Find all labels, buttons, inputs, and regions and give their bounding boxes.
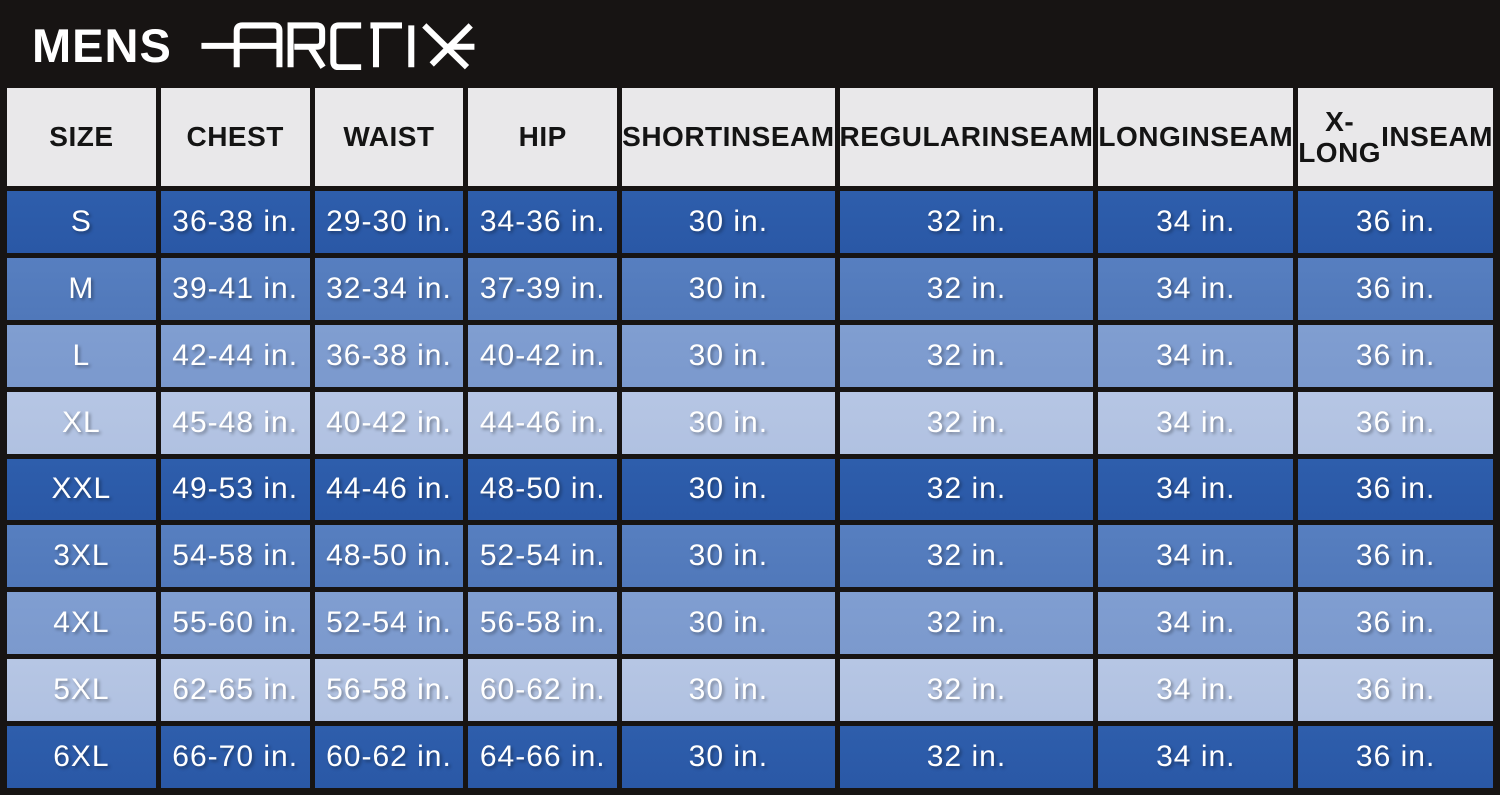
cell-5xl-waist: 56-58 in. bbox=[314, 659, 464, 722]
arctix-logo-svg bbox=[201, 22, 475, 70]
column-header-x-long-inseam: X-LONG INSEAM bbox=[1298, 88, 1493, 186]
cell-4xl-size: 4XL bbox=[7, 592, 156, 655]
cell-l-x-long-inseam: 36 in. bbox=[1298, 324, 1493, 387]
cell-5xl-short-inseam: 30 in. bbox=[622, 659, 835, 722]
arctix-logo bbox=[198, 18, 476, 70]
cell-s-short-inseam: 30 in. bbox=[622, 191, 835, 253]
cell-l-regular-inseam: 32 in. bbox=[839, 324, 1094, 387]
cell-3xl-long-inseam: 34 in. bbox=[1098, 525, 1294, 588]
brand-prefix-text: MENS bbox=[32, 18, 172, 72]
cell-5xl-size: 5XL bbox=[7, 659, 156, 722]
cell-3xl-regular-inseam: 32 in. bbox=[839, 525, 1094, 588]
cell-m-x-long-inseam: 36 in. bbox=[1298, 257, 1493, 320]
cell-xxl-waist: 44-46 in. bbox=[314, 458, 464, 521]
cell-xxl-size: XXL bbox=[7, 458, 156, 521]
cell-3xl-short-inseam: 30 in. bbox=[622, 525, 835, 588]
cell-l-waist: 36-38 in. bbox=[314, 324, 464, 387]
cell-3xl-size: 3XL bbox=[7, 525, 156, 588]
column-header-size: SIZE bbox=[7, 88, 156, 186]
cell-4xl-long-inseam: 34 in. bbox=[1098, 592, 1294, 655]
cell-l-size: L bbox=[7, 324, 156, 387]
column-header-hip: HIP bbox=[468, 88, 618, 186]
cell-3xl-chest: 54-58 in. bbox=[160, 525, 310, 588]
cell-s-x-long-inseam: 36 in. bbox=[1298, 191, 1493, 253]
column-header-waist: WAIST bbox=[314, 88, 464, 186]
table-frame: SIZE CHEST WAIST HIP SHORT INSEAM REGULAR INSEA… bbox=[0, 88, 1500, 795]
cell-6xl-long-inseam: 34 in. bbox=[1098, 726, 1294, 788]
cell-xl-waist: 40-42 in. bbox=[314, 391, 464, 454]
cell-6xl-x-long-inseam: 36 in. bbox=[1298, 726, 1493, 788]
cell-xxl-hip: 48-50 in. bbox=[468, 458, 618, 521]
cell-s-waist: 29-30 in. bbox=[314, 191, 464, 253]
cell-s-hip: 34-36 in. bbox=[468, 191, 618, 253]
cell-xxl-short-inseam: 30 in. bbox=[622, 458, 835, 521]
cell-s-size: S bbox=[7, 191, 156, 253]
cell-xxl-long-inseam: 34 in. bbox=[1098, 458, 1294, 521]
cell-m-short-inseam: 30 in. bbox=[622, 257, 835, 320]
cell-6xl-size: 6XL bbox=[7, 726, 156, 788]
cell-3xl-hip: 52-54 in. bbox=[468, 525, 618, 588]
cell-l-chest: 42-44 in. bbox=[160, 324, 310, 387]
cell-4xl-x-long-inseam: 36 in. bbox=[1298, 592, 1493, 655]
cell-l-short-inseam: 30 in. bbox=[622, 324, 835, 387]
column-header-long-inseam: LONG INSEAM bbox=[1098, 88, 1294, 186]
cell-5xl-chest: 62-65 in. bbox=[160, 659, 310, 722]
cell-5xl-hip: 60-62 in. bbox=[468, 659, 618, 722]
cell-xxl-chest: 49-53 in. bbox=[160, 458, 310, 521]
cell-6xl-short-inseam: 30 in. bbox=[622, 726, 835, 788]
cell-6xl-hip: 64-66 in. bbox=[468, 726, 618, 788]
column-header-regular-inseam: REGULAR INSEAM bbox=[839, 88, 1094, 186]
cell-xl-short-inseam: 30 in. bbox=[622, 391, 835, 454]
cell-5xl-regular-inseam: 32 in. bbox=[839, 659, 1094, 722]
cell-m-waist: 32-34 in. bbox=[314, 257, 464, 320]
cell-xxl-x-long-inseam: 36 in. bbox=[1298, 458, 1493, 521]
cell-m-size: M bbox=[7, 257, 156, 320]
column-header-short-inseam: SHORT INSEAM bbox=[622, 88, 835, 186]
cell-m-hip: 37-39 in. bbox=[468, 257, 618, 320]
cell-xxl-regular-inseam: 32 in. bbox=[839, 458, 1094, 521]
cell-6xl-waist: 60-62 in. bbox=[314, 726, 464, 788]
size-table: SIZE CHEST WAIST HIP SHORT INSEAM REGULAR INSEA… bbox=[7, 88, 1493, 788]
cell-4xl-waist: 52-54 in. bbox=[314, 592, 464, 655]
cell-3xl-waist: 48-50 in. bbox=[314, 525, 464, 588]
cell-s-regular-inseam: 32 in. bbox=[839, 191, 1094, 253]
brand-banner: MENS bbox=[0, 0, 1500, 88]
cell-5xl-long-inseam: 34 in. bbox=[1098, 659, 1294, 722]
cell-xl-hip: 44-46 in. bbox=[468, 391, 618, 454]
cell-4xl-regular-inseam: 32 in. bbox=[839, 592, 1094, 655]
cell-l-hip: 40-42 in. bbox=[468, 324, 618, 387]
cell-m-long-inseam: 34 in. bbox=[1098, 257, 1294, 320]
cell-5xl-x-long-inseam: 36 in. bbox=[1298, 659, 1493, 722]
cell-m-regular-inseam: 32 in. bbox=[839, 257, 1094, 320]
cell-4xl-short-inseam: 30 in. bbox=[622, 592, 835, 655]
cell-xl-regular-inseam: 32 in. bbox=[839, 391, 1094, 454]
cell-4xl-chest: 55-60 in. bbox=[160, 592, 310, 655]
cell-xl-size: XL bbox=[7, 391, 156, 454]
cell-4xl-hip: 56-58 in. bbox=[468, 592, 618, 655]
cell-m-chest: 39-41 in. bbox=[160, 257, 310, 320]
cell-6xl-chest: 66-70 in. bbox=[160, 726, 310, 788]
cell-s-chest: 36-38 in. bbox=[160, 191, 310, 253]
cell-3xl-x-long-inseam: 36 in. bbox=[1298, 525, 1493, 588]
cell-l-long-inseam: 34 in. bbox=[1098, 324, 1294, 387]
column-header-chest: CHEST bbox=[160, 88, 310, 186]
cell-6xl-regular-inseam: 32 in. bbox=[839, 726, 1094, 788]
cell-xl-x-long-inseam: 36 in. bbox=[1298, 391, 1493, 454]
cell-xl-chest: 45-48 in. bbox=[160, 391, 310, 454]
cell-xl-long-inseam: 34 in. bbox=[1098, 391, 1294, 454]
cell-s-long-inseam: 34 in. bbox=[1098, 191, 1294, 253]
